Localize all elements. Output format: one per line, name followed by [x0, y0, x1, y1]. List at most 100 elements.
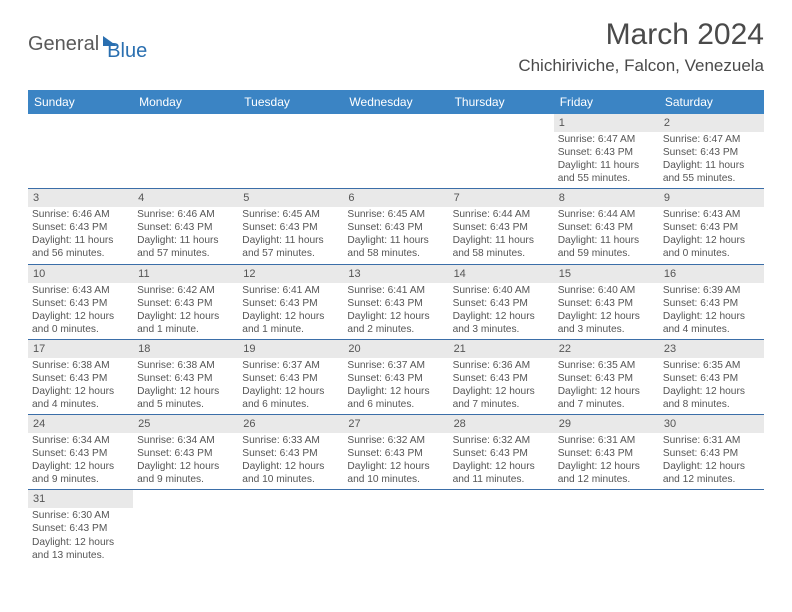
day-details: Sunrise: 6:43 AMSunset: 6:43 PMDaylight:… — [659, 207, 764, 263]
sunset-text: Sunset: 6:43 PM — [137, 372, 234, 385]
calendar-cell — [343, 490, 448, 564]
daylight-text: Daylight: 12 hours and 1 minute. — [242, 310, 339, 336]
day-number — [449, 490, 554, 508]
calendar-cell: 23Sunrise: 6:35 AMSunset: 6:43 PMDayligh… — [659, 340, 764, 414]
calendar-cell — [343, 114, 448, 188]
calendar-cell: 7Sunrise: 6:44 AMSunset: 6:43 PMDaylight… — [449, 189, 554, 263]
day-details: Sunrise: 6:32 AMSunset: 6:43 PMDaylight:… — [343, 433, 448, 489]
sunset-text: Sunset: 6:43 PM — [32, 297, 129, 310]
sunset-text: Sunset: 6:43 PM — [32, 447, 129, 460]
day-header: Wednesday — [343, 90, 448, 114]
day-number: 24 — [28, 415, 133, 433]
day-details: Sunrise: 6:40 AMSunset: 6:43 PMDaylight:… — [554, 283, 659, 339]
day-number — [133, 490, 238, 508]
daylight-text: Daylight: 12 hours and 8 minutes. — [663, 385, 760, 411]
calendar-cell — [28, 114, 133, 188]
day-number — [659, 490, 764, 508]
day-number: 22 — [554, 340, 659, 358]
calendar-cell: 28Sunrise: 6:32 AMSunset: 6:43 PMDayligh… — [449, 415, 554, 489]
sunset-text: Sunset: 6:43 PM — [347, 221, 444, 234]
sunrise-text: Sunrise: 6:39 AM — [663, 284, 760, 297]
sunset-text: Sunset: 6:43 PM — [137, 297, 234, 310]
calendar-cell: 3Sunrise: 6:46 AMSunset: 6:43 PMDaylight… — [28, 189, 133, 263]
sunrise-text: Sunrise: 6:32 AM — [453, 434, 550, 447]
calendar-cell — [238, 490, 343, 564]
calendar-cell: 27Sunrise: 6:32 AMSunset: 6:43 PMDayligh… — [343, 415, 448, 489]
day-details: Sunrise: 6:38 AMSunset: 6:43 PMDaylight:… — [133, 358, 238, 414]
calendar-cell: 22Sunrise: 6:35 AMSunset: 6:43 PMDayligh… — [554, 340, 659, 414]
calendar-cell — [659, 490, 764, 564]
day-number: 16 — [659, 265, 764, 283]
sunset-text: Sunset: 6:43 PM — [558, 297, 655, 310]
week-row: 17Sunrise: 6:38 AMSunset: 6:43 PMDayligh… — [28, 340, 764, 415]
sunset-text: Sunset: 6:43 PM — [137, 447, 234, 460]
daylight-text: Daylight: 12 hours and 10 minutes. — [347, 460, 444, 486]
calendar: Sunday Monday Tuesday Wednesday Thursday… — [28, 90, 764, 565]
day-headers-row: Sunday Monday Tuesday Wednesday Thursday… — [28, 90, 764, 114]
sunrise-text: Sunrise: 6:46 AM — [137, 208, 234, 221]
day-number: 23 — [659, 340, 764, 358]
daylight-text: Daylight: 11 hours and 57 minutes. — [242, 234, 339, 260]
daylight-text: Daylight: 12 hours and 5 minutes. — [137, 385, 234, 411]
sunset-text: Sunset: 6:43 PM — [137, 221, 234, 234]
day-number — [449, 114, 554, 132]
sunrise-text: Sunrise: 6:43 AM — [663, 208, 760, 221]
day-details: Sunrise: 6:36 AMSunset: 6:43 PMDaylight:… — [449, 358, 554, 414]
sunrise-text: Sunrise: 6:46 AM — [32, 208, 129, 221]
day-number: 28 — [449, 415, 554, 433]
day-number: 7 — [449, 189, 554, 207]
day-header: Monday — [133, 90, 238, 114]
daylight-text: Daylight: 11 hours and 59 minutes. — [558, 234, 655, 260]
day-number — [28, 114, 133, 132]
day-details: Sunrise: 6:47 AMSunset: 6:43 PMDaylight:… — [659, 132, 764, 188]
weeks-container: 1Sunrise: 6:47 AMSunset: 6:43 PMDaylight… — [28, 114, 764, 565]
sunrise-text: Sunrise: 6:40 AM — [558, 284, 655, 297]
logo-text-general: General — [28, 33, 99, 56]
day-number: 3 — [28, 189, 133, 207]
day-number — [343, 114, 448, 132]
day-number: 27 — [343, 415, 448, 433]
sunset-text: Sunset: 6:43 PM — [32, 221, 129, 234]
day-header: Thursday — [449, 90, 554, 114]
day-details: Sunrise: 6:34 AMSunset: 6:43 PMDaylight:… — [28, 433, 133, 489]
week-row: 31Sunrise: 6:30 AMSunset: 6:43 PMDayligh… — [28, 490, 764, 564]
sunset-text: Sunset: 6:43 PM — [663, 447, 760, 460]
sunset-text: Sunset: 6:43 PM — [558, 221, 655, 234]
calendar-cell: 11Sunrise: 6:42 AMSunset: 6:43 PMDayligh… — [133, 265, 238, 339]
title-block: March 2024 Chichiriviche, Falcon, Venezu… — [518, 18, 764, 76]
daylight-text: Daylight: 12 hours and 9 minutes. — [137, 460, 234, 486]
daylight-text: Daylight: 12 hours and 7 minutes. — [453, 385, 550, 411]
day-number: 25 — [133, 415, 238, 433]
calendar-cell — [133, 114, 238, 188]
calendar-cell: 26Sunrise: 6:33 AMSunset: 6:43 PMDayligh… — [238, 415, 343, 489]
day-number: 31 — [28, 490, 133, 508]
sunset-text: Sunset: 6:43 PM — [242, 447, 339, 460]
day-details: Sunrise: 6:38 AMSunset: 6:43 PMDaylight:… — [28, 358, 133, 414]
calendar-cell — [133, 490, 238, 564]
sunrise-text: Sunrise: 6:30 AM — [32, 509, 129, 522]
calendar-cell: 16Sunrise: 6:39 AMSunset: 6:43 PMDayligh… — [659, 265, 764, 339]
sunrise-text: Sunrise: 6:43 AM — [32, 284, 129, 297]
sunrise-text: Sunrise: 6:37 AM — [242, 359, 339, 372]
daylight-text: Daylight: 11 hours and 56 minutes. — [32, 234, 129, 260]
sunrise-text: Sunrise: 6:44 AM — [558, 208, 655, 221]
daylight-text: Daylight: 12 hours and 12 minutes. — [663, 460, 760, 486]
calendar-cell: 5Sunrise: 6:45 AMSunset: 6:43 PMDaylight… — [238, 189, 343, 263]
day-details: Sunrise: 6:45 AMSunset: 6:43 PMDaylight:… — [238, 207, 343, 263]
sunrise-text: Sunrise: 6:40 AM — [453, 284, 550, 297]
sunset-text: Sunset: 6:43 PM — [453, 221, 550, 234]
sunrise-text: Sunrise: 6:42 AM — [137, 284, 234, 297]
day-details: Sunrise: 6:35 AMSunset: 6:43 PMDaylight:… — [659, 358, 764, 414]
day-header: Friday — [554, 90, 659, 114]
logo-text-blue: Blue — [107, 40, 147, 63]
header: General Blue March 2024 Chichiriviche, F… — [0, 0, 792, 82]
sunrise-text: Sunrise: 6:31 AM — [663, 434, 760, 447]
day-number: 29 — [554, 415, 659, 433]
day-details: Sunrise: 6:44 AMSunset: 6:43 PMDaylight:… — [449, 207, 554, 263]
daylight-text: Daylight: 12 hours and 1 minute. — [137, 310, 234, 336]
day-details: Sunrise: 6:45 AMSunset: 6:43 PMDaylight:… — [343, 207, 448, 263]
day-details: Sunrise: 6:31 AMSunset: 6:43 PMDaylight:… — [659, 433, 764, 489]
day-number: 21 — [449, 340, 554, 358]
day-number: 26 — [238, 415, 343, 433]
sunrise-text: Sunrise: 6:44 AM — [453, 208, 550, 221]
